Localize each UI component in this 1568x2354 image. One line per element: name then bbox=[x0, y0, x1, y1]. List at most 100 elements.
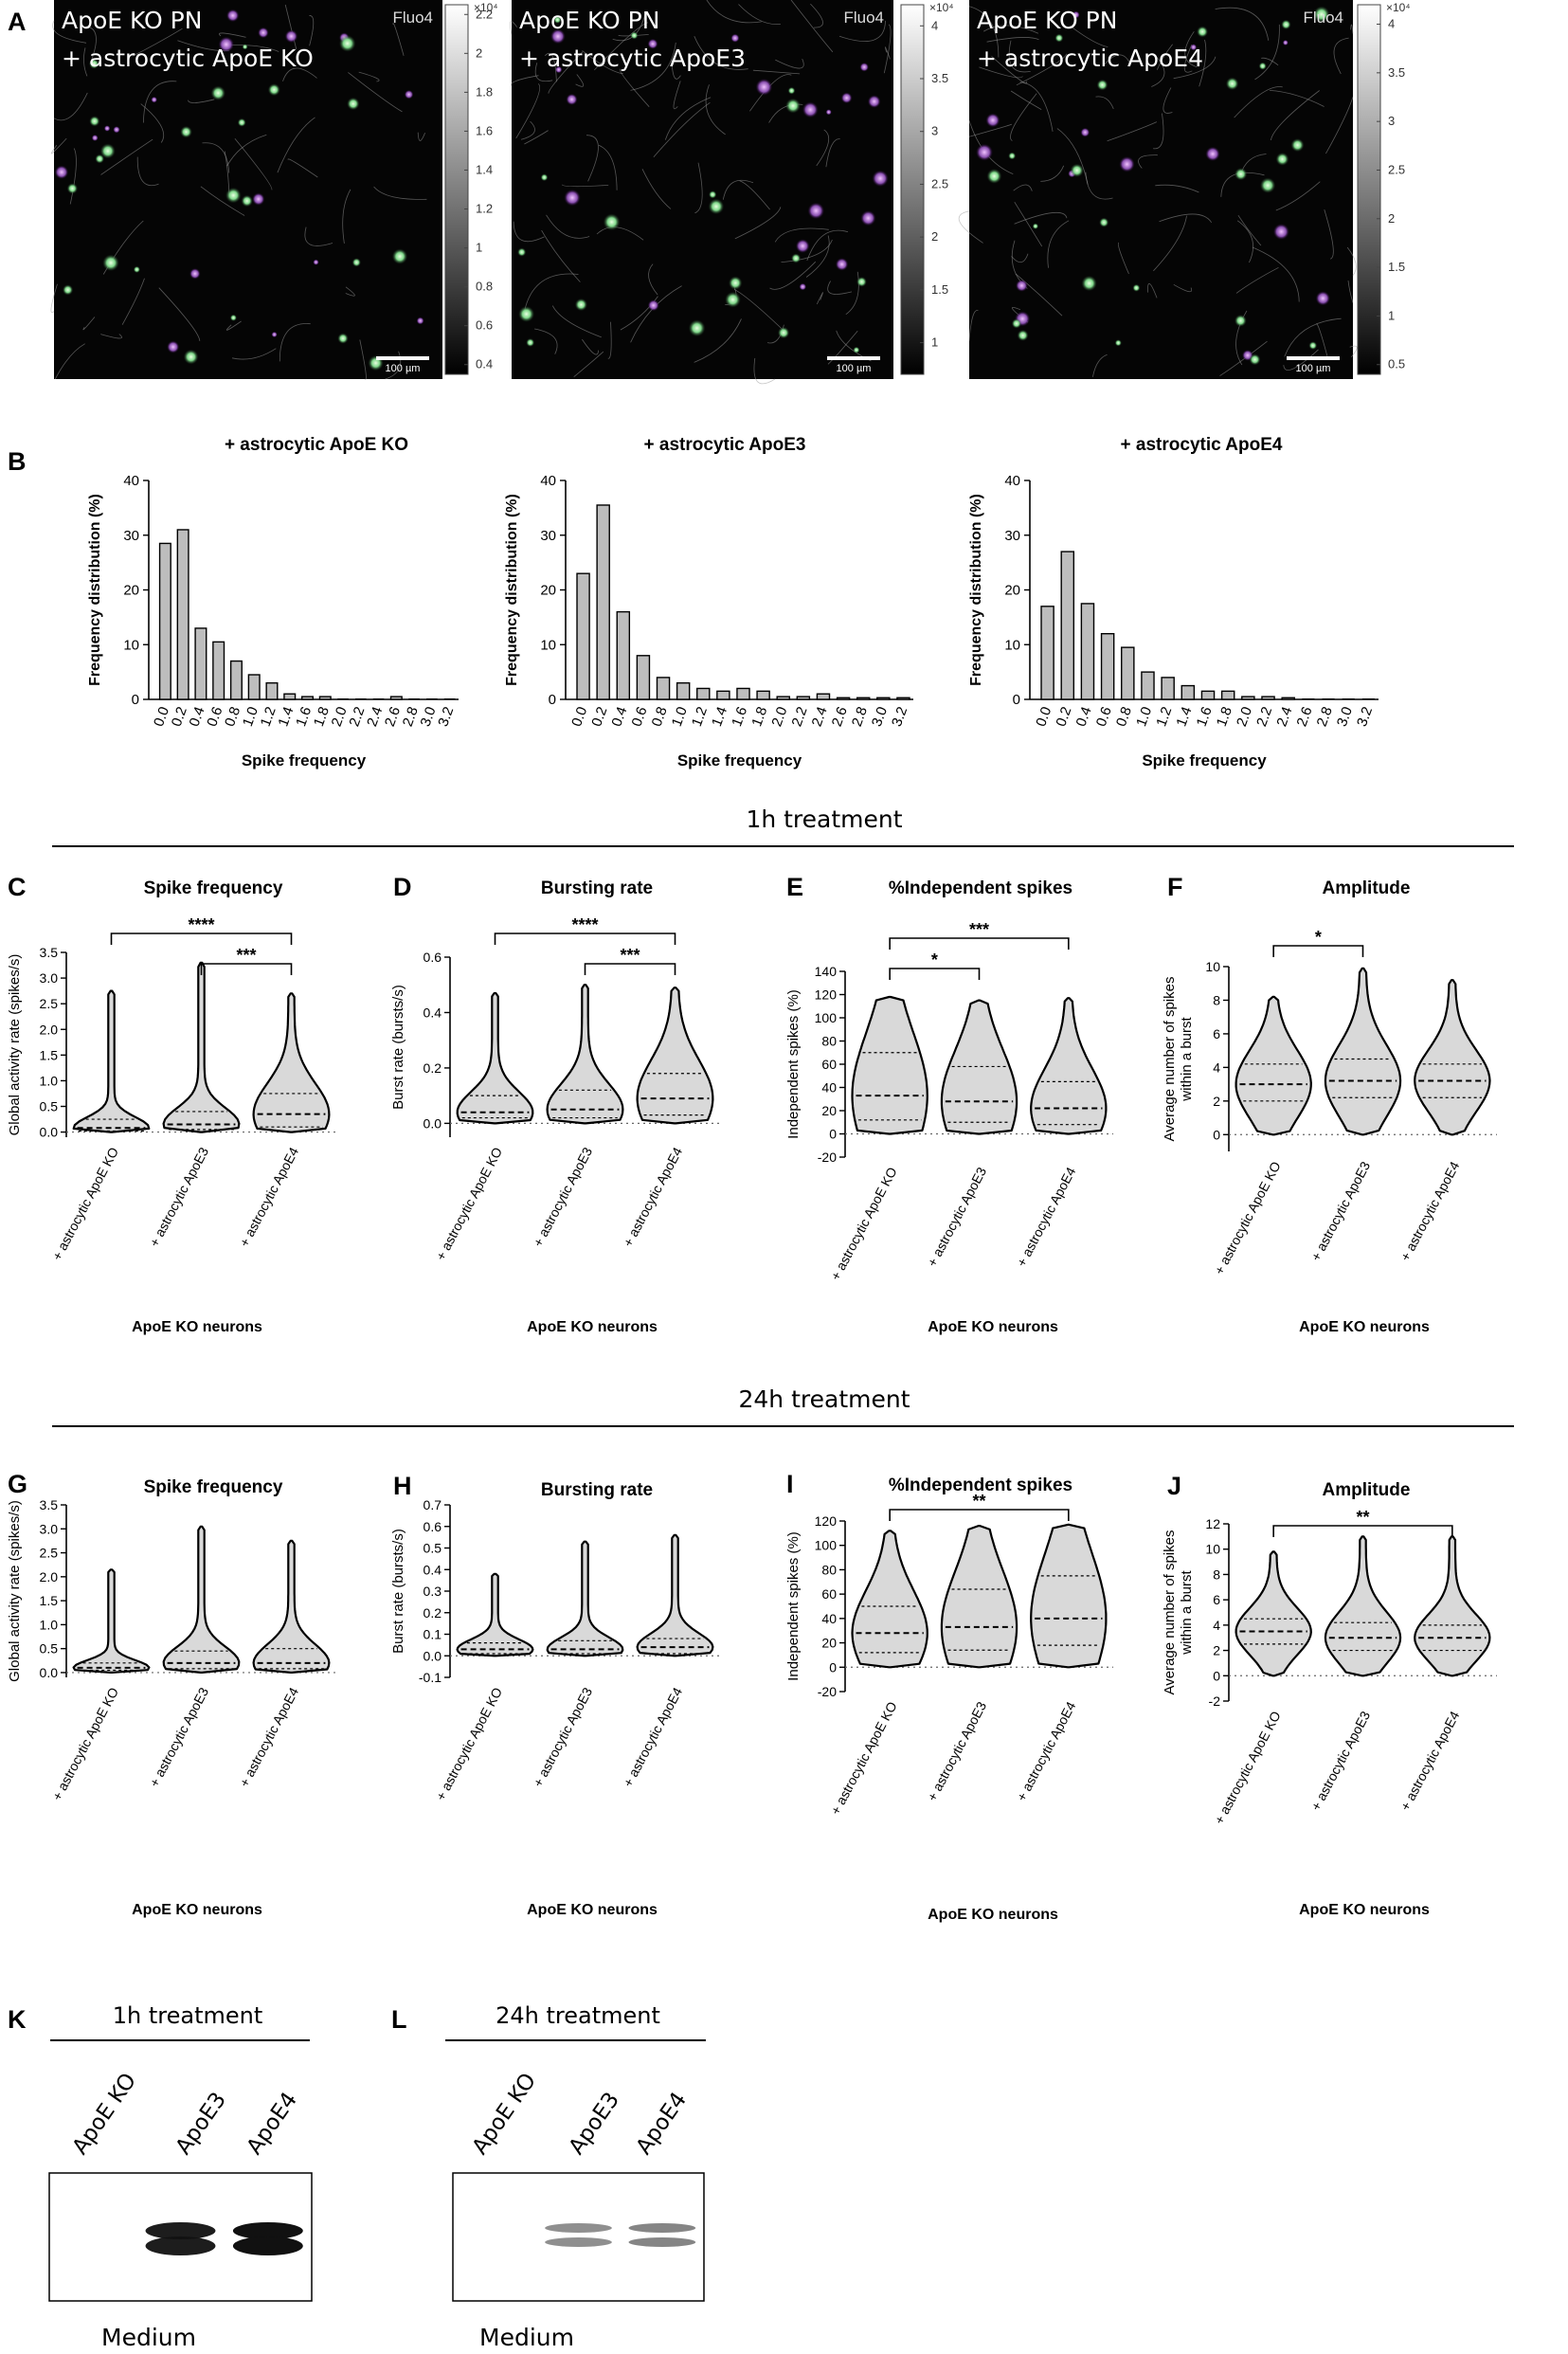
neurite bbox=[1107, 121, 1158, 142]
significance-bracket bbox=[889, 1509, 1070, 1521]
violin-plot-f: Amplitude 0 2 4 6 8 10 Average number of spikes… bbox=[1162, 878, 1497, 1335]
x-axis-label: ApoE KO neurons bbox=[132, 1902, 262, 1918]
histogram-bar bbox=[1121, 646, 1135, 700]
cell-body bbox=[517, 247, 527, 257]
neurite bbox=[1047, 220, 1070, 268]
neurite bbox=[607, 321, 612, 359]
cell-body bbox=[555, 65, 563, 74]
neurite bbox=[1283, 349, 1319, 371]
neurite bbox=[1008, 40, 1031, 73]
neurite bbox=[226, 134, 267, 167]
neurite bbox=[348, 72, 403, 113]
neurite bbox=[69, 148, 77, 205]
neurite bbox=[733, 288, 788, 335]
violin-shape bbox=[162, 961, 241, 1133]
neurite bbox=[1013, 184, 1033, 191]
cell-body bbox=[1054, 33, 1064, 43]
neurite bbox=[884, 46, 891, 60]
panel-letter-h: H bbox=[393, 1472, 412, 1500]
cell-body bbox=[1197, 26, 1209, 38]
neurite bbox=[100, 334, 122, 339]
neurite bbox=[1069, 25, 1108, 47]
blot-band bbox=[545, 2237, 612, 2247]
y-tick-label: -20 bbox=[818, 1150, 837, 1165]
y-tick-label: 0.3 bbox=[424, 1584, 442, 1599]
colorbar-tick-label: 1.2 bbox=[476, 202, 493, 216]
category-label: + astrocytic ApoE3 bbox=[924, 1165, 989, 1269]
micrograph-label-line1: ApoE KO PN bbox=[977, 7, 1117, 34]
y-tick-label: 40 bbox=[540, 473, 556, 489]
y-tick-label: 60 bbox=[821, 1586, 837, 1602]
neurite bbox=[573, 351, 604, 378]
blot-band bbox=[232, 2236, 303, 2255]
neurite bbox=[816, 129, 830, 167]
colorbar-tick-label: 2.2 bbox=[476, 7, 493, 21]
y-tick-label: 0.5 bbox=[40, 1099, 59, 1114]
x-tick-label: 2.8 bbox=[1314, 705, 1336, 729]
y-tick-label: 4 bbox=[1213, 1618, 1220, 1633]
histogram-bar bbox=[194, 627, 207, 700]
cell-body bbox=[729, 276, 743, 290]
x-tick-label: 0.2 bbox=[169, 705, 190, 729]
cell-body bbox=[271, 331, 278, 338]
neurite bbox=[827, 281, 853, 295]
violin-shape bbox=[72, 989, 151, 1133]
x-tick-label: 2.8 bbox=[849, 705, 871, 729]
y-tick-label: 2.0 bbox=[40, 1022, 59, 1037]
y-tick-label: 0.5 bbox=[40, 1641, 59, 1657]
neurite bbox=[53, 92, 88, 121]
colorbar-exponent: ×10⁴ bbox=[1386, 1, 1411, 14]
neurite bbox=[1159, 213, 1213, 224]
x-axis-label: ApoE KO neurons bbox=[527, 1902, 658, 1918]
significance-label: *** bbox=[969, 920, 989, 939]
cell-body bbox=[986, 169, 1002, 184]
x-tick-label: 2.0 bbox=[768, 705, 790, 729]
histogram-bar bbox=[796, 696, 811, 700]
colorbar-tick-label: 1.8 bbox=[476, 84, 493, 99]
histogram-bar bbox=[656, 677, 671, 700]
cell-body bbox=[226, 9, 240, 23]
micrograph-label-line1: ApoE KO PN bbox=[519, 7, 659, 34]
violin-shape bbox=[940, 999, 1018, 1135]
significance-label: * bbox=[931, 951, 938, 969]
neurite bbox=[515, 83, 541, 139]
histogram-1: + astrocytic ApoE KO0102030400.00.20.40.… bbox=[87, 435, 459, 770]
neurite bbox=[1237, 214, 1262, 246]
y-tick-label: 2 bbox=[1213, 1094, 1220, 1109]
neurite bbox=[968, 310, 979, 341]
cell-body bbox=[1099, 217, 1109, 227]
cell-body bbox=[1119, 156, 1135, 172]
neurite bbox=[845, 271, 859, 316]
panel-letter-j: J bbox=[1167, 1472, 1181, 1500]
neurite bbox=[1346, 246, 1357, 277]
cell-body bbox=[258, 27, 269, 39]
cell-body bbox=[1258, 62, 1267, 70]
neurite bbox=[1350, 24, 1354, 34]
histogram-bar bbox=[736, 687, 750, 700]
y-axis-label: Independent spikes (%) bbox=[785, 1531, 802, 1681]
x-tick-label: 2.2 bbox=[789, 705, 811, 729]
histogram-bar bbox=[1220, 690, 1235, 700]
y-axis-label: Average number of spikes bbox=[1162, 977, 1178, 1142]
violin-shape bbox=[72, 1568, 151, 1675]
cell-body bbox=[603, 213, 621, 231]
neurite bbox=[513, 221, 545, 243]
panel-letter-d: D bbox=[393, 873, 412, 901]
y-tick-label: 40 bbox=[821, 1611, 837, 1626]
neurite bbox=[1325, 97, 1354, 154]
histogram-bar bbox=[876, 697, 891, 700]
neurite bbox=[546, 214, 590, 239]
colorbar-gradient bbox=[1357, 4, 1381, 375]
neurite bbox=[534, 63, 553, 82]
micrograph-label-line2: + astrocytic ApoE3 bbox=[519, 45, 746, 72]
x-tick-label: 0.6 bbox=[629, 705, 651, 729]
panel-letter-c: C bbox=[8, 873, 27, 901]
category-label: + astrocytic ApoE4 bbox=[620, 1685, 685, 1789]
neurite bbox=[1117, 242, 1129, 275]
neurite bbox=[345, 286, 355, 297]
violin-shape bbox=[1235, 995, 1312, 1136]
micrograph-label-line1: ApoE KO PN bbox=[62, 7, 202, 34]
histogram-bar bbox=[836, 697, 851, 700]
panel-letter-i: I bbox=[786, 1470, 794, 1498]
x-tick-label: 1.0 bbox=[669, 705, 691, 729]
